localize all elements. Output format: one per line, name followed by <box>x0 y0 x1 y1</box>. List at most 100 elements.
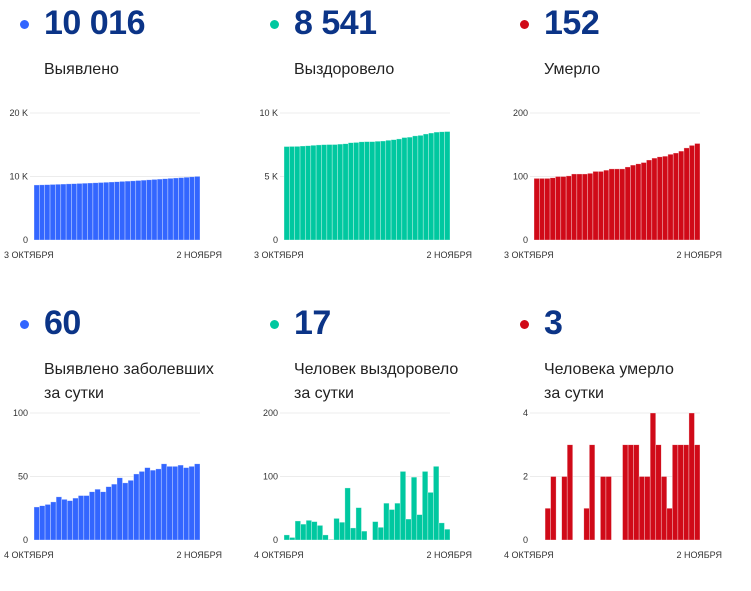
bar <box>688 145 695 241</box>
bar <box>144 467 151 541</box>
bar <box>361 530 368 541</box>
bar <box>428 132 435 241</box>
bar <box>133 473 140 541</box>
bar <box>135 180 142 241</box>
bar <box>597 171 604 241</box>
bar <box>640 162 647 241</box>
bar <box>331 144 338 241</box>
bar <box>444 131 451 241</box>
bar <box>87 182 94 241</box>
bar <box>683 147 690 241</box>
x-axis-start-label: 3 ОКТЯБРЯ <box>4 250 54 260</box>
bar <box>589 444 596 541</box>
bar <box>433 131 440 241</box>
bar <box>322 534 329 541</box>
bar <box>587 173 594 241</box>
legend-dot <box>20 320 29 329</box>
bar-chart: 0 2 4 4 ОКТЯБРЯ 2 НОЯБРЯ <box>504 408 722 560</box>
stat-card-cases_daily: 60 Выявлено заболевших за сутки 0 50 100 4 … <box>0 300 250 591</box>
stat-title: Человека умерло <box>544 361 674 378</box>
bar <box>305 520 312 541</box>
headline-value: 8 541 <box>294 4 377 42</box>
y-tick-label: 0 <box>523 535 528 545</box>
bar <box>622 444 629 541</box>
y-tick-label: 200 <box>513 108 528 118</box>
bar <box>100 491 107 541</box>
bar <box>108 181 115 241</box>
bar <box>71 183 78 241</box>
bar <box>39 505 46 541</box>
stat-subtitle: за сутки <box>294 385 354 402</box>
stat-label: Умерло <box>544 58 600 82</box>
bar <box>624 166 631 241</box>
bar <box>678 150 685 241</box>
y-tick-label: 10 K <box>9 172 28 182</box>
bar <box>151 179 158 241</box>
bar <box>156 178 163 241</box>
bar <box>565 175 572 241</box>
legend-dot <box>270 20 279 29</box>
bar <box>339 521 346 541</box>
bar <box>355 507 362 541</box>
stat-title: Умерло <box>544 61 601 78</box>
bar <box>433 466 440 541</box>
bar <box>177 464 184 541</box>
bar <box>600 476 607 541</box>
bar <box>194 176 201 241</box>
y-tick-label: 0 <box>23 235 28 245</box>
bar <box>55 496 62 541</box>
x-axis-start-label: 4 ОКТЯБРЯ <box>504 550 554 560</box>
bar <box>438 131 445 241</box>
bar-chart: 0 50 100 4 ОКТЯБРЯ 2 НОЯБРЯ <box>4 408 222 560</box>
bar <box>633 444 640 541</box>
bar <box>544 178 551 241</box>
bar <box>111 483 118 541</box>
bar <box>94 488 101 541</box>
bar <box>172 177 179 241</box>
bar <box>576 173 583 241</box>
bar <box>166 466 173 541</box>
stat-card-recovered_total: 8 541 Выздоровело 0 5 K 10 K 3 ОКТЯБРЯ 2 НОЯ… <box>250 0 500 295</box>
bar <box>549 177 556 241</box>
bar <box>444 528 451 541</box>
bar <box>44 184 51 241</box>
bar <box>124 180 131 241</box>
legend-dot <box>270 320 279 329</box>
bar <box>544 507 551 541</box>
x-axis-end-label: 2 НОЯБРЯ <box>676 250 722 260</box>
bar <box>649 412 657 541</box>
bar <box>688 412 695 541</box>
bar <box>603 169 610 241</box>
bar <box>656 156 663 241</box>
bar <box>347 142 354 241</box>
bar <box>605 476 612 541</box>
bar <box>438 522 445 541</box>
bar <box>294 520 301 541</box>
bar <box>130 180 137 241</box>
bar <box>539 178 546 241</box>
bar <box>571 173 578 241</box>
bar <box>183 467 190 541</box>
bar <box>374 140 381 241</box>
y-tick-label: 0 <box>523 235 528 245</box>
bar <box>410 476 418 541</box>
bar <box>81 182 88 241</box>
bar <box>342 143 349 241</box>
bar <box>566 444 574 541</box>
stat-title: Выявлено <box>44 61 119 78</box>
bar <box>33 184 40 241</box>
bar <box>638 476 645 541</box>
legend-dot <box>20 20 29 29</box>
bar <box>72 497 79 541</box>
x-axis-start-label: 3 ОКТЯБРЯ <box>504 250 554 260</box>
bar <box>172 466 179 541</box>
bar-chart: 0 5 K 10 K 3 ОКТЯБРЯ 2 НОЯБРЯ <box>254 108 472 260</box>
bar <box>66 500 74 541</box>
bar <box>326 144 333 241</box>
bar <box>194 463 201 541</box>
bar <box>364 141 370 241</box>
bar <box>188 176 195 241</box>
stat-label: Человек выздоровело за сутки <box>294 358 458 406</box>
stat-label: Выздоровело <box>294 58 394 82</box>
